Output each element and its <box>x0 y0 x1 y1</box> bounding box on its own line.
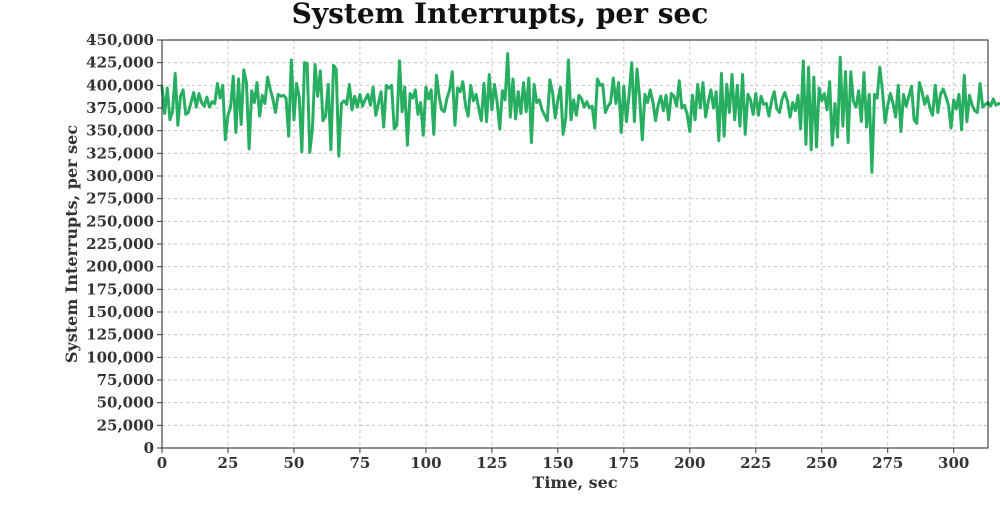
y-tick-label: 450,000 <box>86 31 154 49</box>
x-tick-label: 150 <box>542 454 573 472</box>
series-line-0 <box>160 52 1000 174</box>
y-tick-label: 75,000 <box>97 371 154 389</box>
y-tick-label: 200,000 <box>86 258 154 276</box>
x-tick-label: 0 <box>157 454 167 472</box>
x-axis-label: Time, sec <box>532 473 617 492</box>
y-tick-label: 325,000 <box>86 144 154 162</box>
x-tick-label: 200 <box>674 454 705 472</box>
series-layer <box>160 52 1000 174</box>
y-tick-label: 0 <box>144 439 154 457</box>
y-tick-label: 225,000 <box>86 235 154 253</box>
x-tick-label: 25 <box>218 454 239 472</box>
x-tick-label: 250 <box>806 454 837 472</box>
y-tick-label: 175,000 <box>86 280 154 298</box>
x-axis-ticks: 0 25 50 75 100 125 150 175 200 225 250 275 300 <box>157 448 969 472</box>
y-tick-label: 150,000 <box>86 303 154 321</box>
y-tick-label: 100,000 <box>86 348 154 366</box>
x-tick-label: 275 <box>872 454 903 472</box>
chart-title: System Interrupts, per sec <box>292 0 709 30</box>
y-tick-label: 400,000 <box>86 76 154 94</box>
x-tick-label: 125 <box>476 454 507 472</box>
x-tick-label: 175 <box>608 454 639 472</box>
x-tick-label: 50 <box>284 454 305 472</box>
y-tick-label: 350,000 <box>86 122 154 140</box>
y-tick-label: 375,000 <box>86 99 154 117</box>
x-tick-label: 300 <box>938 454 969 472</box>
y-axis-ticks: 0 25,000 50,000 75,000 100,000 125,000 150,000… <box>86 31 162 457</box>
y-tick-label: 425,000 <box>86 54 154 72</box>
y-tick-label: 125,000 <box>86 326 154 344</box>
y-tick-label: 50,000 <box>97 394 154 412</box>
y-tick-label: 25,000 <box>97 416 154 434</box>
x-tick-label: 225 <box>740 454 771 472</box>
x-tick-label: 100 <box>410 454 441 472</box>
y-tick-label: 275,000 <box>86 190 154 208</box>
y-tick-label: 300,000 <box>86 167 154 185</box>
y-axis-label: System Interrupts, per sec <box>62 125 81 363</box>
x-tick-label: 75 <box>349 454 370 472</box>
y-tick-label: 250,000 <box>86 212 154 230</box>
